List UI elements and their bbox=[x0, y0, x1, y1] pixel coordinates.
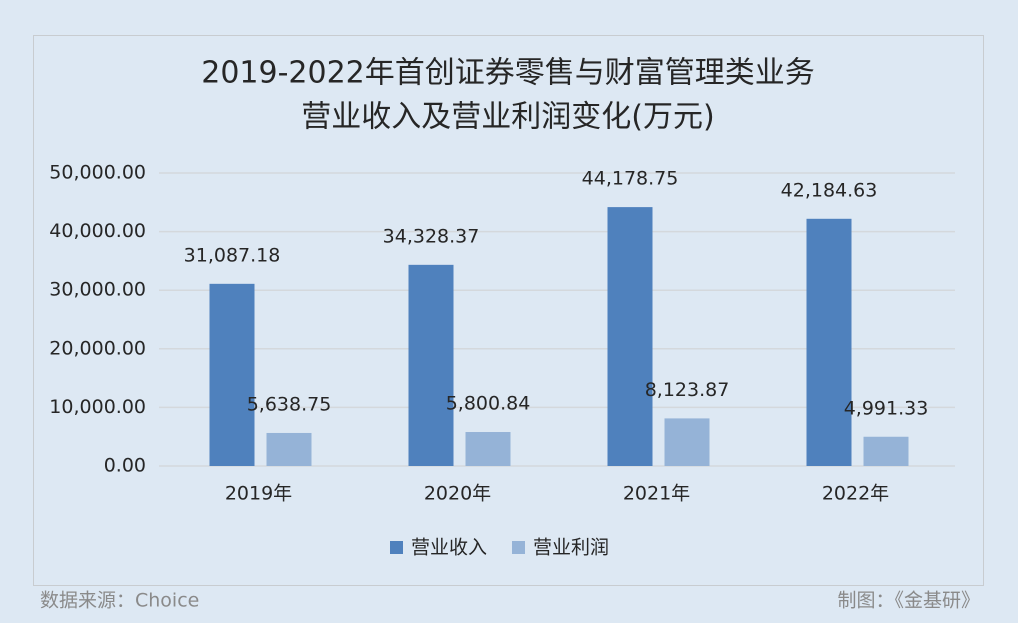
x-tick-label: 2021年 bbox=[623, 483, 690, 505]
bar bbox=[806, 218, 852, 466]
value-label: 42,184.63 bbox=[781, 179, 878, 201]
chart-title: 营业收入及营业利润变化(万元) bbox=[301, 100, 714, 135]
bar bbox=[408, 264, 454, 466]
x-tick-label: 2022年 bbox=[822, 483, 889, 505]
bar bbox=[465, 432, 511, 466]
value-label: 5,800.84 bbox=[446, 393, 531, 415]
value-label: 4,991.33 bbox=[844, 397, 929, 419]
y-tick-label: 10,000.00 bbox=[49, 396, 146, 418]
bar bbox=[209, 283, 255, 466]
legend-swatch bbox=[390, 541, 403, 554]
value-label: 34,328.37 bbox=[383, 225, 480, 247]
legend-label: 营业利润 bbox=[533, 537, 609, 559]
bar bbox=[607, 207, 653, 466]
y-tick-label: 0.00 bbox=[104, 455, 146, 477]
y-tick-label: 50,000.00 bbox=[49, 162, 146, 184]
y-tick-label: 30,000.00 bbox=[49, 279, 146, 301]
bar bbox=[863, 436, 909, 466]
y-tick-label: 40,000.00 bbox=[49, 220, 146, 242]
chart-title: 2019-2022年首创证券零售与财富管理类业务 bbox=[201, 56, 815, 91]
y-tick-label: 20,000.00 bbox=[49, 337, 146, 359]
legend-swatch bbox=[512, 541, 525, 554]
x-tick-label: 2019年 bbox=[225, 483, 292, 505]
bar bbox=[664, 418, 710, 466]
credit-note: 制图：《金基研》 bbox=[837, 590, 980, 612]
value-label: 5,638.75 bbox=[247, 393, 332, 415]
value-label: 44,178.75 bbox=[582, 168, 679, 190]
source-note: 数据来源：Choice bbox=[40, 590, 199, 612]
value-label: 31,087.18 bbox=[184, 244, 281, 266]
value-label: 8,123.87 bbox=[645, 379, 730, 401]
x-tick-label: 2020年 bbox=[424, 483, 491, 505]
bar bbox=[266, 432, 312, 466]
legend-label: 营业收入 bbox=[411, 537, 487, 559]
